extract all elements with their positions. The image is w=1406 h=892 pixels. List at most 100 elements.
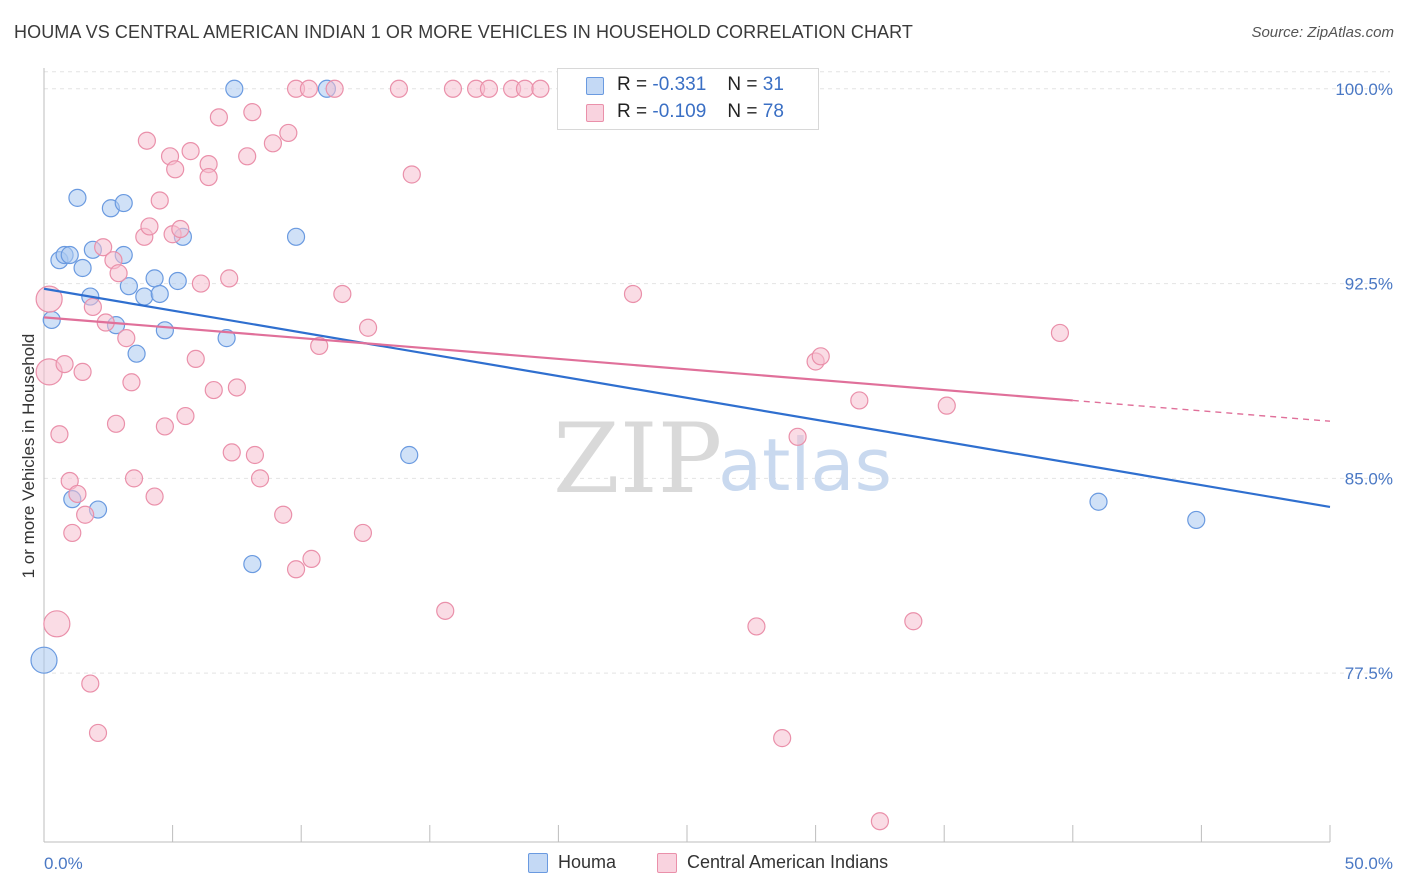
data-point [904, 612, 923, 631]
legend-swatch-central-american-indians [586, 104, 604, 122]
data-point [83, 297, 102, 317]
chart-source: Source: ZipAtlas.com [1251, 24, 1394, 41]
data-point [124, 469, 144, 488]
data-points [30, 79, 1206, 831]
data-point [400, 445, 419, 465]
data-point [222, 443, 241, 462]
data-point [286, 560, 306, 579]
data-point [310, 336, 329, 356]
data-point [150, 191, 169, 210]
trend-lines [43, 287, 1331, 509]
data-point [870, 812, 890, 831]
data-point [186, 349, 205, 368]
data-point [171, 219, 190, 239]
data-point [55, 354, 74, 374]
data-point [333, 284, 352, 304]
data-point [220, 269, 239, 288]
data-point [358, 318, 378, 337]
trend-line-dashed-central-american-indians [1072, 399, 1331, 422]
data-point [389, 79, 409, 98]
data-point [1050, 323, 1070, 343]
data-point [1089, 492, 1108, 511]
data-point [122, 373, 141, 392]
axes [43, 68, 1331, 843]
data-point [274, 505, 293, 524]
data-point [117, 329, 136, 348]
x-tick-label-max: 50.0% [1345, 854, 1393, 873]
data-point [238, 147, 257, 166]
watermark: ZIP atlas [553, 403, 892, 515]
watermark-zip: ZIP [553, 403, 722, 515]
data-point [73, 362, 92, 381]
data-point [204, 380, 223, 400]
series-houma [30, 79, 1206, 674]
data-point [50, 425, 69, 444]
data-point [135, 287, 154, 306]
data-point [166, 160, 185, 179]
trend-line-houma [43, 287, 1331, 509]
data-point [155, 417, 174, 436]
y-tick-label: 85.0% [1345, 469, 1393, 488]
y-tick-label: 92.5% [1345, 275, 1393, 294]
data-point [127, 344, 146, 363]
legend-n-value: 31 [762, 74, 784, 95]
data-point [250, 469, 270, 488]
data-point [119, 277, 138, 296]
data-point [60, 245, 79, 265]
bottom-legend-label-central-american-indians: Central American Indians [687, 852, 889, 872]
data-point [243, 554, 262, 574]
data-point [76, 505, 95, 524]
data-point [35, 285, 63, 313]
data-point [63, 523, 82, 543]
legend-r-label: R = [617, 74, 648, 95]
stats-legend: R = -0.331 N = 31 R = -0.109 N = 78 [557, 68, 819, 130]
data-point [68, 188, 87, 207]
trend-line-central-american-indians [43, 316, 1073, 402]
data-point [94, 238, 113, 257]
bottom-legend-swatch-central-american-indians [657, 853, 677, 873]
data-point [402, 165, 421, 184]
legend-r-value: -0.109 [652, 101, 707, 122]
data-point [88, 723, 108, 743]
data-point [850, 391, 869, 410]
data-point [263, 134, 283, 153]
y-axis-label: 1 or more Vehicles in Household [19, 334, 38, 579]
legend-n-label: N = [727, 101, 758, 122]
data-point [68, 484, 87, 504]
data-point [114, 193, 133, 213]
legend-r-label: R = [617, 101, 648, 122]
data-point [299, 79, 319, 98]
legend-r-value: -0.331 [652, 74, 707, 95]
data-point [81, 674, 100, 693]
y-tick-label: 77.5% [1345, 664, 1393, 683]
data-point [286, 227, 306, 246]
data-point [1187, 510, 1206, 530]
legend-n-label: N = [727, 74, 758, 95]
data-point [150, 284, 169, 304]
data-point [747, 617, 766, 636]
data-point [279, 123, 298, 143]
data-point [227, 378, 246, 397]
legend-n-value: 78 [762, 101, 784, 122]
data-point [531, 79, 550, 98]
data-point [30, 646, 58, 674]
data-point [145, 269, 164, 288]
data-point [243, 103, 262, 122]
series-central-american-indians [35, 79, 1070, 831]
data-point [788, 427, 807, 446]
data-point [225, 79, 244, 98]
data-point [353, 523, 373, 543]
data-point [155, 321, 174, 340]
data-point [42, 310, 61, 330]
legend-swatch-houma [586, 77, 604, 95]
data-point [73, 258, 92, 278]
data-point [145, 487, 164, 506]
x-tick-label-min: 0.0% [44, 854, 83, 873]
data-point [137, 131, 156, 150]
data-point [168, 271, 187, 291]
data-point [106, 414, 126, 433]
data-point [302, 549, 321, 568]
data-point [191, 274, 210, 293]
tick-labels: 100.0% 92.5% 85.0% 77.5% 0.0% 50.0% [44, 80, 1393, 873]
